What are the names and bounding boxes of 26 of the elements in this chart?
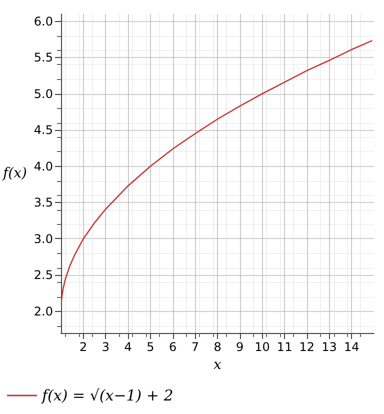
x-tick-label: 4 bbox=[124, 340, 132, 354]
legend-label: f(x) = √(x−1) + 2 bbox=[41, 386, 174, 404]
x-tick-label: 10 bbox=[254, 340, 270, 354]
y-tick-label: 3.0 bbox=[34, 232, 53, 246]
y-tick-label: 6.0 bbox=[34, 14, 53, 28]
x-tick-label: 14 bbox=[344, 340, 360, 354]
line-series bbox=[60, 40, 372, 302]
x-tick-label: 11 bbox=[276, 340, 292, 354]
y-tick-label: 4.0 bbox=[34, 159, 53, 174]
x-tick-label: 9 bbox=[236, 340, 244, 354]
x-tick-label: 6 bbox=[168, 340, 177, 354]
y-tick-label: 2.5 bbox=[34, 268, 53, 282]
x-tick-label: 5 bbox=[146, 340, 154, 354]
y-tick-label: 5.0 bbox=[34, 86, 53, 101]
y-tick-label: 3.5 bbox=[34, 196, 53, 210]
x-tick-label: 2 bbox=[80, 340, 88, 354]
x-tick-label: 8 bbox=[214, 340, 222, 354]
x-tick-label: 13 bbox=[322, 340, 337, 354]
x-tick-label: 3 bbox=[102, 340, 110, 354]
y-tick-label: 2.0 bbox=[34, 304, 53, 318]
y-tick-label: 5.5 bbox=[34, 50, 53, 64]
x-tick-label: 12 bbox=[299, 340, 315, 354]
y-axis-title: f(x) bbox=[2, 166, 27, 182]
y-tick-label: 4.5 bbox=[34, 123, 53, 137]
x-tick-label: 7 bbox=[191, 340, 199, 354]
x-axis-title: x bbox=[214, 356, 222, 373]
